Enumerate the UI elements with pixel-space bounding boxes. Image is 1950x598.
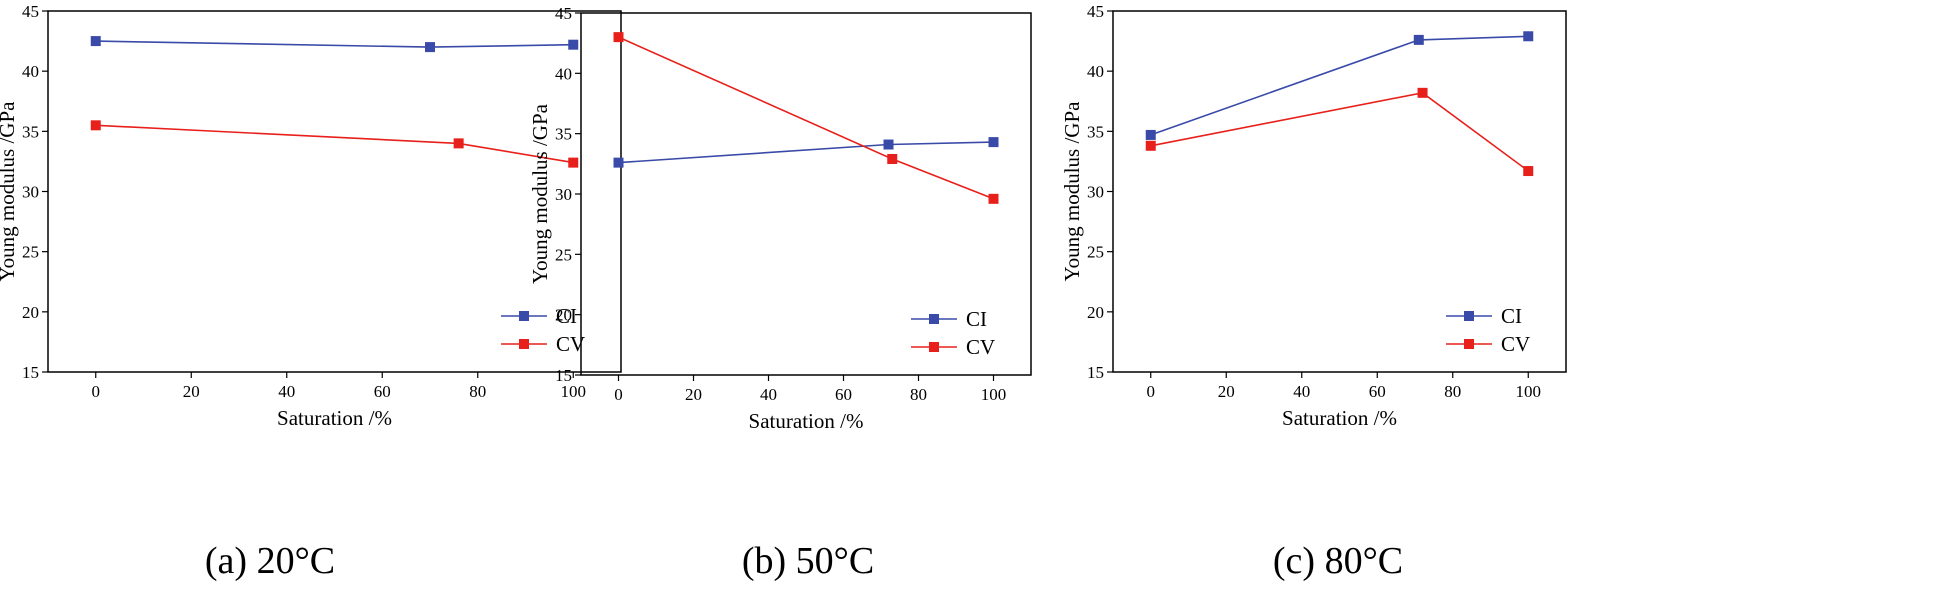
x-tick-label: 100 (981, 385, 1007, 404)
series-line-cv (1150, 91, 1529, 172)
y-tick-label: 15 (22, 363, 39, 382)
y-tick-label: 35 (22, 122, 39, 141)
y-tick-label: 20 (22, 303, 39, 322)
y-tick-label: 40 (1087, 62, 1104, 81)
x-tick-label: 40 (278, 382, 295, 401)
data-point-cv (988, 193, 999, 204)
y-tick-label: 35 (555, 125, 572, 144)
series-line-ci (618, 141, 994, 164)
chart-panel-b: 15 20 25 30 35 40 45 0 20 40 60 80 100 Saturation /% Y… (528, 4, 1032, 582)
x-axis-title: Saturation /% (1282, 406, 1397, 430)
y-tick-label: 40 (22, 62, 39, 81)
x-tick-label: 100 (1516, 382, 1542, 401)
x-tick-label: 80 (1444, 382, 1461, 401)
x-tick-label: 20 (685, 385, 702, 404)
data-point-cv (613, 32, 624, 43)
y-tick-label: 45 (22, 2, 39, 21)
x-tick-label: 0 (614, 385, 623, 404)
data-point-ci (425, 42, 435, 53)
data-point-cv (1145, 140, 1156, 151)
legend-marker (519, 311, 529, 321)
y-axis-title: Young modulus /GPa (528, 103, 552, 284)
y-tick-label: 20 (1087, 303, 1104, 322)
series-line-ci (95, 40, 574, 48)
data-point-cv (453, 138, 464, 149)
plot-frame (1112, 10, 1567, 373)
data-point-cv (887, 154, 898, 165)
legend-marker (519, 339, 529, 349)
x-tick-label: 0 (1147, 382, 1156, 401)
data-point-cv (568, 157, 579, 168)
data-point-ci (1523, 31, 1534, 42)
x-tick-label: 0 (92, 382, 101, 401)
data-point-ci (1145, 129, 1156, 140)
y-tick-label: 25 (555, 245, 572, 264)
data-point-ci (613, 157, 624, 168)
chart-panel-a: 15 20 25 30 35 40 45 0 20 40 60 80 100 Saturation /% Y… (0, 2, 622, 582)
x-tick-label: 80 (910, 385, 927, 404)
x-tick-label: 100 (561, 382, 587, 401)
chart-panel-c: 15 20 25 30 35 40 45 0 20 40 60 80 100 Saturation /% Y… (1060, 2, 1567, 582)
x-tick-label: 20 (1218, 382, 1235, 401)
x-tick-label: 20 (183, 382, 200, 401)
x-tick-label: 60 (1369, 382, 1386, 401)
y-tick-label: 25 (22, 243, 39, 262)
y-tick-label: 30 (555, 185, 572, 204)
y-tick-label: 45 (1087, 2, 1104, 21)
legend-marker (929, 314, 939, 324)
data-point-ci (568, 39, 579, 50)
legend-label: CI (1501, 304, 1522, 328)
data-point-ci (883, 139, 894, 150)
legend-marker (1464, 311, 1474, 321)
y-tick-label: 15 (555, 366, 572, 385)
data-point-cv (1523, 166, 1534, 177)
x-tick-label: 60 (374, 382, 391, 401)
plot-frame (580, 12, 1032, 376)
legend-label: CV (966, 335, 995, 359)
y-axis-title: Young modulus /GPa (1060, 101, 1084, 282)
y-tick-label: 15 (1087, 363, 1104, 382)
series-line-cv (618, 36, 994, 200)
y-tick-label: 30 (1087, 183, 1104, 202)
data-point-cv (90, 120, 101, 131)
legend-label: CI (966, 307, 987, 331)
legend-label: CI (556, 304, 577, 328)
legend-label: CV (1501, 332, 1530, 356)
x-tick-label: 40 (760, 385, 777, 404)
y-tick-label: 25 (1087, 243, 1104, 262)
data-point-ci (988, 137, 999, 148)
y-tick-label: 20 (555, 306, 572, 325)
x-axis-title: Saturation /% (277, 406, 392, 430)
y-tick-label: 40 (555, 64, 572, 83)
data-point-cv (1417, 87, 1428, 98)
series-line-ci (1150, 35, 1529, 136)
x-tick-label: 80 (469, 382, 486, 401)
y-tick-label: 30 (22, 183, 39, 202)
x-tick-label: 60 (835, 385, 852, 404)
data-point-ci (1413, 34, 1424, 45)
x-axis-title: Saturation /% (749, 409, 864, 433)
panel-caption: (c) 80°C (1273, 540, 1403, 582)
legend-marker (929, 342, 939, 352)
panel-caption: (b) 50°C (742, 540, 874, 582)
legend-marker (1464, 339, 1474, 349)
data-point-ci (90, 36, 101, 47)
panel-caption: (a) 20°C (205, 540, 335, 582)
series-line-cv (95, 124, 574, 164)
y-tick-label: 35 (1087, 122, 1104, 141)
y-tick-label: 45 (555, 4, 572, 23)
x-tick-label: 40 (1293, 382, 1310, 401)
y-axis-title: Young modulus /GPa (0, 101, 19, 282)
